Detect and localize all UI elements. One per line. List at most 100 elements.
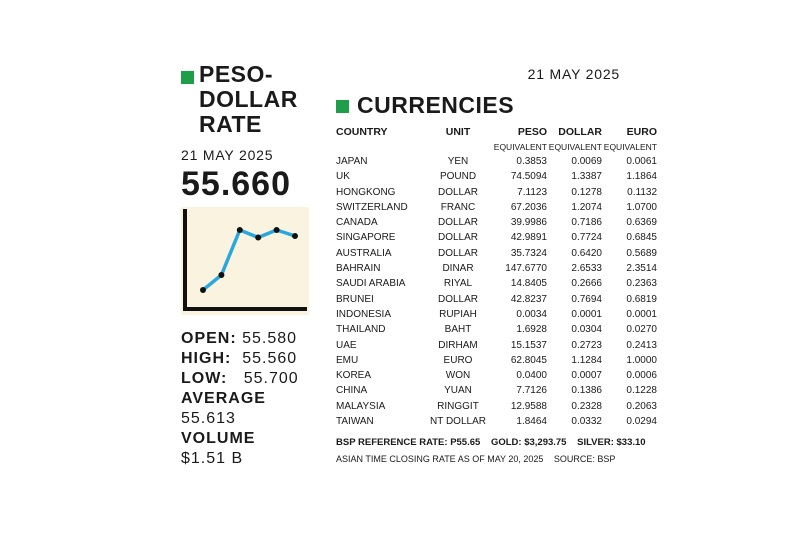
cell-peso: 1.8464 xyxy=(516,416,547,428)
cell-country: SAUDI ARABIA xyxy=(336,278,406,290)
cell-peso: 74.5094 xyxy=(510,171,547,183)
rate-trend-chart xyxy=(181,207,309,315)
trend-point xyxy=(236,227,243,233)
reference-rates-footer: BSP REFERENCE RATE: P55.65 GOLD: $3,293.… xyxy=(336,437,654,448)
cell-peso: 7.7126 xyxy=(516,385,547,397)
cell-country: EMU xyxy=(336,354,359,366)
cell-dollar: 1.2074 xyxy=(571,201,602,213)
cell-euro: 0.2363 xyxy=(626,278,657,290)
cell-country: TAIWAN xyxy=(336,416,374,428)
cell-unit: DOLLAR xyxy=(437,293,478,305)
table-row: TAIWAN NT DOLLAR 1.8464 0.0332 0.0294 xyxy=(336,414,657,429)
cell-euro: 2.3514 xyxy=(626,263,657,275)
header-unit: UNIT xyxy=(445,126,471,138)
cell-dollar: 0.2328 xyxy=(571,400,602,412)
cell-euro: 1.0700 xyxy=(626,201,657,213)
low-value: 55.700 xyxy=(243,370,299,387)
cell-euro: 0.6845 xyxy=(626,232,657,244)
cell-peso: 42.9891 xyxy=(510,232,547,244)
rate-stats: OPEN: 55.580 HIGH: 55.560 LOW: 55.700 AV… xyxy=(181,329,321,469)
cell-dollar: 1.1284 xyxy=(571,354,602,366)
cell-euro: 0.1228 xyxy=(626,385,657,397)
table-row: INDONESIA RUPIAH 0.0034 0.0001 0.0001 xyxy=(336,307,657,322)
cell-peso: 12.9588 xyxy=(510,400,547,412)
cell-peso: 7.1123 xyxy=(517,186,547,198)
trend-point xyxy=(200,287,206,293)
trend-line xyxy=(201,227,296,292)
chart-axes xyxy=(183,209,307,311)
cell-dollar: 0.7694 xyxy=(571,293,602,305)
cell-peso: 39.9986 xyxy=(510,217,547,229)
cell-peso: 15.1537 xyxy=(510,339,547,351)
cell-country: SINGAPORE xyxy=(336,232,396,244)
cell-dollar: 0.1278 xyxy=(571,186,602,198)
table-row: BAHRAIN DINAR 147.6770 2.6533 2.3514 xyxy=(336,261,657,276)
low-row: LOW: 55.700 xyxy=(181,369,321,389)
table-subheader-row: EQUIVALENT EQUIVALENT EQUIVALENT xyxy=(336,140,657,154)
cell-country: INDONESIA xyxy=(336,308,392,320)
table-row: MALAYSIA RINGGIT 12.9588 0.2328 0.2063 xyxy=(336,399,657,414)
bsp-reference-rate: BSP REFERENCE RATE: P55.65 xyxy=(336,437,481,448)
table-row: CANADA DOLLAR 39.9986 0.7186 0.6369 xyxy=(336,215,657,230)
currency-table: COUNTRY UNIT PESO DOLLAR EURO EQUIVALENT… xyxy=(336,124,657,429)
cell-dollar: 0.0069 xyxy=(571,156,602,167)
trend-point xyxy=(273,227,280,233)
high-value: 55.560 xyxy=(242,350,298,367)
cell-dollar: 0.2723 xyxy=(571,339,602,351)
cell-euro: 1.0000 xyxy=(626,354,657,366)
cell-euro: 0.0061 xyxy=(626,156,657,167)
cell-country: MALAYSIA xyxy=(336,400,386,412)
currencies-date: 21 MAY 2025 xyxy=(527,66,620,82)
average-value: 55.613 xyxy=(181,410,236,427)
cell-unit: DOLLAR xyxy=(437,217,478,229)
table-row: UK POUND 74.5094 1.3387 1.1864 xyxy=(336,169,657,184)
source-footer: ASIAN TIME CLOSING RATE AS OF MAY 20, 20… xyxy=(336,454,623,464)
cell-peso: 0.0400 xyxy=(516,370,547,382)
cell-dollar: 0.7186 xyxy=(571,217,602,229)
cell-euro: 0.1132 xyxy=(627,186,657,198)
cell-peso: 67.2036 xyxy=(510,201,547,213)
cell-peso: 0.3853 xyxy=(516,156,547,167)
cell-euro: 0.0001 xyxy=(626,308,657,320)
cell-unit: FRANC xyxy=(440,201,476,213)
trend-point xyxy=(292,233,298,239)
table-row: BRUNEI DOLLAR 42.8237 0.7694 0.6819 xyxy=(336,292,657,307)
cell-euro: 1.1864 xyxy=(626,171,657,183)
cell-unit: DIRHAM xyxy=(438,339,478,351)
cell-dollar: 0.0007 xyxy=(571,370,602,382)
cell-peso: 1.6928 xyxy=(516,324,547,336)
currencies-title-text: CURRENCIES xyxy=(357,92,515,118)
cell-country: AUSTRALIA xyxy=(336,247,392,259)
cell-euro: 0.6819 xyxy=(626,293,657,305)
cell-euro: 0.0006 xyxy=(626,370,657,382)
trend-point xyxy=(255,234,262,241)
cell-unit: WON xyxy=(445,370,471,382)
table-row: THAILAND BAHT 1.6928 0.0304 0.0270 xyxy=(336,322,657,337)
cell-unit: RIYAL xyxy=(443,278,473,290)
cell-peso: 14.8405 xyxy=(510,278,547,290)
cell-unit: EURO xyxy=(443,354,473,366)
cell-unit: DOLLAR xyxy=(437,232,478,244)
cell-unit: POUND xyxy=(439,171,477,183)
cell-dollar: 0.6420 xyxy=(571,247,602,259)
cell-peso: 35.7324 xyxy=(510,247,547,259)
table-row: AUSTRALIA DOLLAR 35.7324 0.6420 0.5689 xyxy=(336,246,657,261)
trend-chart-svg xyxy=(183,209,307,311)
table-row: SAUDI ARABIA RIYAL 14.8405 0.2666 0.2363 xyxy=(336,276,657,291)
cell-country: UK xyxy=(336,171,350,183)
header-country: COUNTRY xyxy=(336,126,388,138)
closing-rate-note: ASIAN TIME CLOSING RATE AS OF MAY 20, 20… xyxy=(336,454,544,464)
currencies-title: CURRENCIES xyxy=(336,92,514,119)
title-line-2: DOLLAR xyxy=(199,86,298,112)
cell-dollar: 2.6533 xyxy=(571,263,602,275)
cell-euro: 0.2063 xyxy=(626,400,657,412)
cell-dollar: 0.1386 xyxy=(571,385,602,397)
source-note: SOURCE: BSP xyxy=(553,454,616,464)
title-line-1: PESO- xyxy=(199,61,274,87)
open-row: OPEN: 55.580 xyxy=(181,329,321,349)
cell-euro: 0.2413 xyxy=(626,339,657,351)
silver-price: SILVER: $33.10 xyxy=(577,437,646,448)
green-square-icon xyxy=(181,71,194,84)
cell-country: BAHRAIN xyxy=(336,263,381,275)
cell-country: HONGKONG xyxy=(336,186,396,198)
